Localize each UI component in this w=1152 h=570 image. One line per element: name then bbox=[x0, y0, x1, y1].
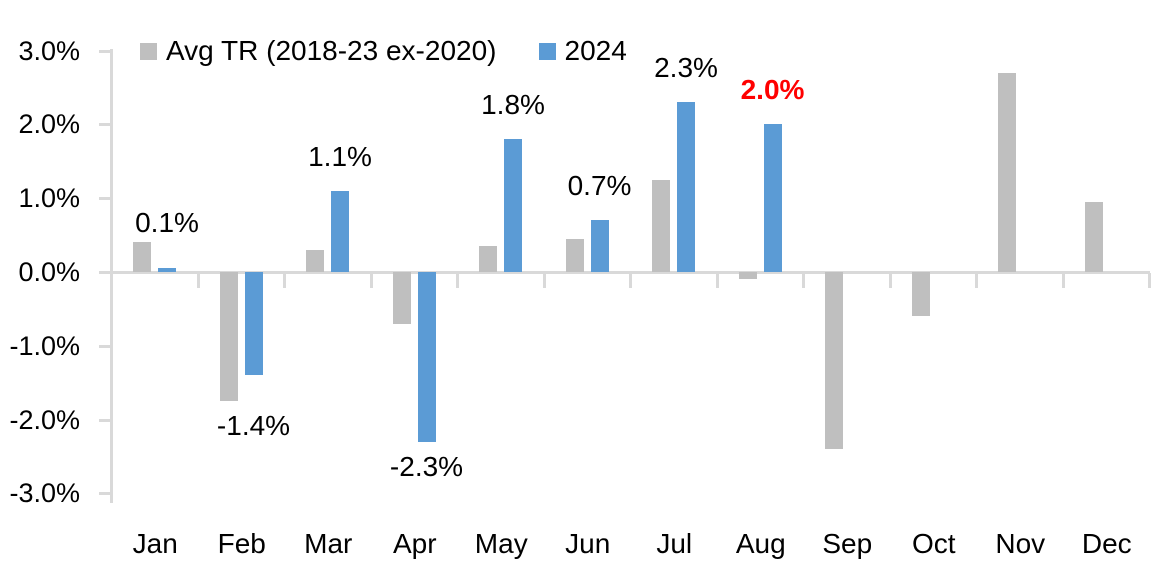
x-tick-label: Aug bbox=[735, 528, 786, 559]
avg-tr-2018-23-ex-2020--bar-nov bbox=[998, 72, 1016, 272]
2024-bar-feb bbox=[244, 272, 263, 376]
x-tick-label: Apr bbox=[392, 528, 437, 559]
x-tick-label: Oct bbox=[911, 528, 956, 559]
legend-swatch-icon bbox=[538, 42, 556, 60]
y-axis-tick bbox=[99, 344, 112, 348]
x-tick-label: Jul bbox=[656, 528, 693, 559]
avg-tr-2018-23-ex-2020--bar-may bbox=[479, 246, 497, 272]
legend-label: 2024 bbox=[564, 35, 627, 66]
y-tick-label: 2.0% bbox=[18, 109, 80, 140]
y-axis-tick bbox=[99, 492, 112, 496]
2024-bar-jan bbox=[158, 268, 176, 272]
x-tick-label: Nov bbox=[995, 528, 1046, 559]
2024-bar-may bbox=[504, 139, 522, 272]
2024-bar-jul bbox=[677, 102, 695, 272]
x-axis-tick bbox=[196, 273, 200, 288]
avg-tr-2018-23-ex-2020--bar-mar bbox=[306, 249, 324, 272]
x-axis-tick bbox=[715, 273, 719, 288]
y-axis-tick bbox=[99, 123, 112, 127]
avg-tr-2018-23-ex-2020--bar-sep bbox=[825, 272, 843, 450]
avg-tr-2018-23-ex-2020--bar-feb bbox=[219, 272, 238, 402]
x-axis-tick bbox=[975, 273, 978, 288]
y-axis-line bbox=[110, 48, 113, 504]
x-axis-tick bbox=[542, 273, 546, 288]
x-axis-tick bbox=[283, 273, 286, 288]
y-tick-label: 3.0% bbox=[18, 35, 80, 66]
x-tick-label: May bbox=[474, 528, 528, 559]
avg-tr-2018-23-ex-2020--bar-jul bbox=[652, 179, 670, 272]
avg-tr-2018-23-ex-2020--bar-apr bbox=[392, 272, 411, 324]
avg-tr-2018-23-ex-2020--bar-jan bbox=[133, 242, 151, 272]
data-label-jul: 2.3% bbox=[654, 52, 718, 84]
avg-tr-2018-23-ex-2020--bar-jun bbox=[565, 238, 584, 272]
avg-tr-2018-23-ex-2020--bar-dec bbox=[1084, 201, 1103, 272]
legend-item: Avg TR (2018-23 ex-2020) bbox=[140, 35, 497, 66]
x-tick-label: Jun bbox=[565, 528, 611, 559]
y-tick-label: -2.0% bbox=[9, 404, 80, 435]
data-label-jun: 0.7% bbox=[567, 170, 632, 202]
legend-swatch-icon bbox=[140, 42, 157, 60]
y-axis-tick bbox=[99, 197, 112, 201]
2024-bar-aug bbox=[763, 124, 782, 272]
x-axis-tick bbox=[369, 273, 373, 288]
legend-item: 2024 bbox=[538, 35, 627, 66]
data-label-aug: 2.0% bbox=[740, 74, 805, 106]
x-axis-tick bbox=[1061, 273, 1065, 288]
x-axis-tick bbox=[1148, 273, 1151, 288]
x-axis-baseline bbox=[99, 271, 1150, 274]
y-axis-tick bbox=[99, 49, 112, 53]
2024-bar-apr bbox=[417, 272, 436, 442]
y-tick-label: 0.0% bbox=[18, 257, 80, 287]
x-tick-label: Sep bbox=[822, 528, 873, 559]
2024-bar-mar bbox=[331, 190, 349, 272]
data-label-jan: 0.1% bbox=[135, 207, 199, 239]
x-tick-label: Mar bbox=[304, 528, 353, 559]
2024-bar-jun bbox=[590, 220, 609, 272]
x-axis-tick bbox=[456, 273, 459, 288]
avg-tr-2018-23-ex-2020--bar-aug bbox=[738, 272, 757, 280]
x-tick-label: Jan bbox=[132, 528, 178, 559]
y-tick-label: -1.0% bbox=[9, 330, 80, 361]
data-label-feb: -1.4% bbox=[216, 410, 291, 442]
x-axis-tick bbox=[802, 273, 805, 288]
avg-tr-2018-23-ex-2020--bar-oct bbox=[911, 272, 930, 317]
data-label-may: 1.8% bbox=[481, 89, 545, 121]
data-label-apr: -2.3% bbox=[389, 450, 464, 482]
y-tick-label: -3.0% bbox=[9, 478, 80, 509]
data-label-mar: 1.1% bbox=[308, 140, 372, 172]
y-axis-tick bbox=[99, 418, 112, 422]
x-axis-tick bbox=[888, 273, 892, 288]
x-tick-label: Dec bbox=[1081, 528, 1132, 559]
x-tick-label: Feb bbox=[217, 528, 266, 559]
chart-legend: Avg TR (2018-23 ex-2020) 2024 bbox=[140, 35, 627, 66]
y-tick-label: 1.0% bbox=[18, 183, 80, 214]
legend-label: Avg TR (2018-23 ex-2020) bbox=[166, 35, 497, 66]
x-axis-tick bbox=[629, 273, 632, 288]
